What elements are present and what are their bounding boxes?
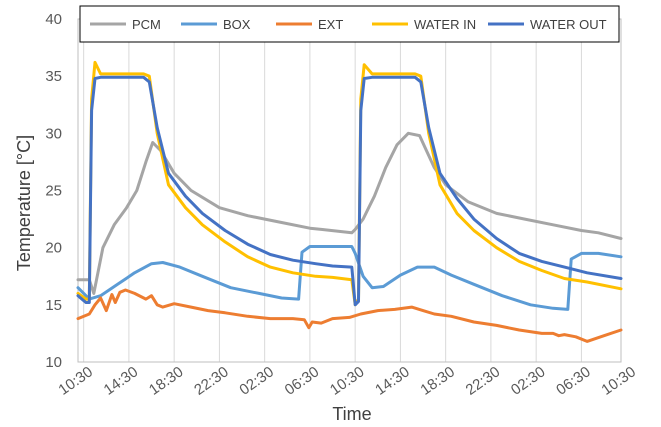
plot-frame (77, 18, 622, 363)
x-axis-title: Time (332, 404, 371, 424)
gridlines (83, 19, 622, 362)
series-line-water-out (76, 75, 623, 307)
x-tick-label: 14:30 (372, 363, 413, 398)
y-tick-label: 40 (45, 11, 62, 28)
x-tick-label: 22:30 (463, 363, 504, 398)
series-line-pcm (76, 131, 623, 295)
y-tick-label: 25 (45, 183, 62, 200)
x-tick-label: 18:30 (146, 363, 187, 398)
legend-box (79, 5, 620, 43)
legend: PCM BOX EXT WATER IN WATER OUT (79, 5, 620, 43)
legend-label: BOX (223, 17, 251, 32)
x-tick-label: 10:30 (598, 363, 639, 398)
series-lines (76, 60, 623, 343)
series-line-water-in (76, 60, 623, 307)
y-tick-label: 15 (45, 297, 62, 314)
x-tick-label: 14:30 (101, 363, 142, 398)
y-tick-label: 30 (45, 125, 62, 142)
x-tick-label: 22:30 (191, 363, 232, 398)
y-axis-title: Temperature [°C] (14, 135, 34, 271)
x-tick-label: 10:30 (327, 363, 368, 398)
y-tick-label: 10 (45, 354, 62, 371)
legend-label: PCM (132, 17, 161, 32)
y-tick-label: 35 (45, 68, 62, 85)
series-line-box (76, 245, 623, 311)
x-tick-label: 06:30 (553, 363, 594, 398)
x-tick-label: 02:30 (236, 363, 277, 398)
y-tick-label: 20 (45, 240, 62, 257)
x-tick-label: 02:30 (508, 363, 549, 398)
series-line-ext (76, 288, 623, 343)
x-tick-label: 18:30 (417, 363, 458, 398)
legend-label: EXT (318, 17, 343, 32)
x-tick-label: 06:30 (282, 363, 323, 398)
axes (77, 18, 622, 363)
legend-label: WATER OUT (530, 17, 607, 32)
legend-label: WATER IN (414, 17, 476, 32)
